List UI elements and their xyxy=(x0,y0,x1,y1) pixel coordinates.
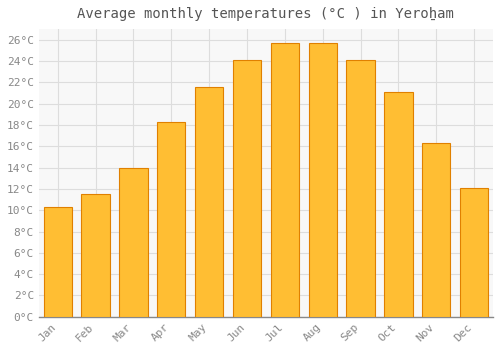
Bar xyxy=(422,143,450,317)
Bar xyxy=(195,86,224,317)
Bar xyxy=(270,43,299,317)
Bar xyxy=(384,92,412,317)
Title: Average monthly temperatures (°C ) in Yeroẖam: Average monthly temperatures (°C ) in Ye… xyxy=(78,7,454,21)
Bar xyxy=(346,60,375,317)
Bar xyxy=(157,122,186,317)
Bar xyxy=(82,194,110,317)
Bar xyxy=(119,168,148,317)
Bar xyxy=(233,60,261,317)
Bar xyxy=(460,188,488,317)
Bar xyxy=(44,207,72,317)
Bar xyxy=(308,43,337,317)
